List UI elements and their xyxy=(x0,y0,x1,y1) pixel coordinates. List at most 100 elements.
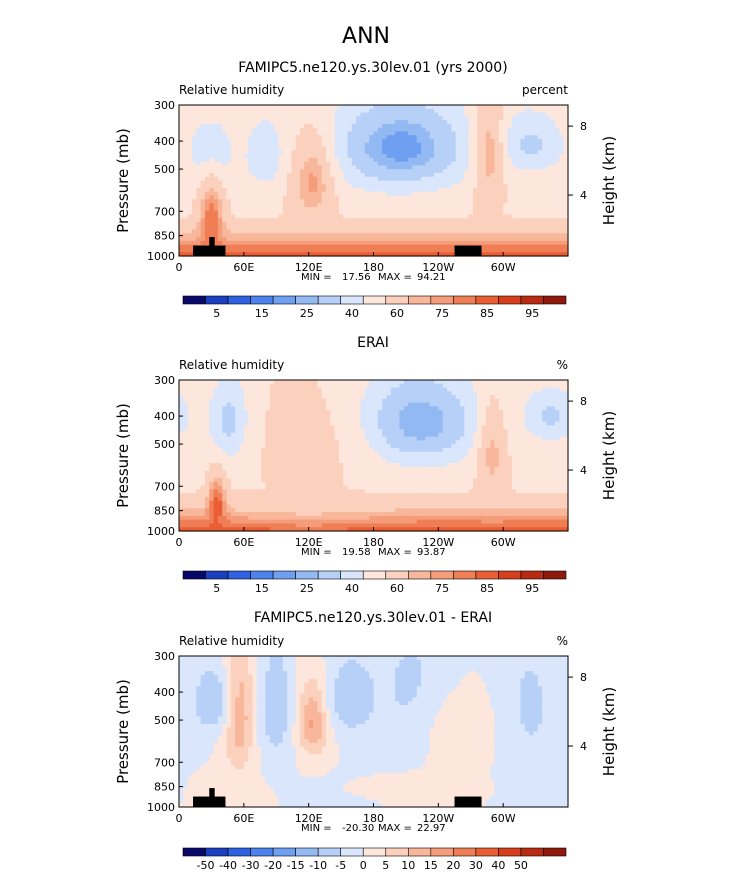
contour-cell xyxy=(226,135,232,140)
contour-cell xyxy=(386,387,392,392)
contour-cell xyxy=(559,417,565,423)
contour-cell xyxy=(287,402,292,408)
contour-cell xyxy=(399,429,405,434)
contour-cell xyxy=(300,391,305,396)
contour-cell xyxy=(187,199,193,204)
contour-cell xyxy=(485,180,491,185)
contour-cell xyxy=(252,112,258,117)
contour-cell xyxy=(494,387,500,392)
contour-cell xyxy=(369,127,375,133)
contour-cell xyxy=(477,214,483,219)
contour-cell xyxy=(408,425,413,430)
contour-cell xyxy=(511,112,517,117)
contour-cell xyxy=(334,240,340,246)
contour-cell xyxy=(239,380,245,385)
contour-cell xyxy=(274,222,280,227)
contour-cell xyxy=(213,206,219,212)
contour-cell xyxy=(550,184,556,189)
contour-cell xyxy=(209,391,215,396)
contour-cell xyxy=(442,218,448,223)
contour-cell xyxy=(390,417,396,423)
contour-cell xyxy=(304,387,310,392)
contour-cell xyxy=(343,429,349,434)
contour-cell xyxy=(196,131,202,136)
contour-cell xyxy=(304,120,310,125)
contour-cell xyxy=(252,127,258,133)
contour-cell xyxy=(468,108,474,114)
contour-cell xyxy=(351,233,357,238)
contour-cell xyxy=(291,229,297,234)
contour-cell xyxy=(248,165,254,170)
contour-cell xyxy=(438,225,444,231)
contour-cell xyxy=(278,248,284,253)
contour-cell xyxy=(446,398,452,404)
contour-cell xyxy=(187,157,193,163)
contour-cell xyxy=(217,206,223,212)
contour-cell xyxy=(550,233,556,238)
contour-cell xyxy=(386,105,392,110)
contour-cell xyxy=(390,142,396,148)
contour-cell xyxy=(265,180,271,185)
contour-cell xyxy=(360,161,366,167)
contour-cell xyxy=(451,248,457,253)
contour-cell xyxy=(243,395,249,400)
contour-cell xyxy=(213,138,219,144)
contour-cell xyxy=(217,237,223,242)
contour-cell xyxy=(395,169,401,174)
contour-cell xyxy=(464,120,470,125)
contour-cell xyxy=(459,161,465,167)
contour-cell xyxy=(438,172,444,178)
contour-cell xyxy=(204,432,210,438)
contour-cell xyxy=(287,210,292,216)
contour-cell xyxy=(213,395,219,400)
contour-cell xyxy=(395,188,401,193)
contour-cell xyxy=(550,410,556,415)
contour-cell xyxy=(507,206,513,212)
contour-cell xyxy=(183,410,189,415)
contour-cell xyxy=(533,112,539,117)
contour-cell xyxy=(278,233,284,238)
contour-cell xyxy=(282,127,288,133)
contour-cell xyxy=(321,248,327,253)
contour-cell xyxy=(533,229,539,234)
contour-cell xyxy=(520,105,526,110)
contour-cell xyxy=(425,402,431,408)
contour-cell xyxy=(308,131,314,136)
y-tick-label: 700 xyxy=(154,205,175,218)
contour-cell xyxy=(248,120,254,125)
contour-cell xyxy=(256,203,262,208)
contour-cell xyxy=(200,135,206,140)
contour-cell xyxy=(209,157,215,163)
contour-cell xyxy=(287,165,292,170)
contour-cell xyxy=(494,120,500,125)
contour-cell xyxy=(524,248,530,253)
contour-cell xyxy=(472,135,478,140)
contour-cell xyxy=(282,421,288,426)
contour-cell xyxy=(408,244,413,250)
contour-cell xyxy=(187,138,193,144)
contour-field xyxy=(179,105,569,257)
contour-cell xyxy=(537,188,543,193)
contour-cell xyxy=(256,120,262,125)
contour-cell xyxy=(416,252,422,257)
contour-cell xyxy=(209,127,215,133)
contour-cell xyxy=(481,421,487,426)
contour-cell xyxy=(213,387,219,392)
contour-cell xyxy=(261,172,267,178)
contour-cell xyxy=(429,195,435,200)
contour-cell xyxy=(550,218,556,223)
contour-cell xyxy=(412,120,418,125)
contour-cell xyxy=(287,248,292,253)
contour-cell xyxy=(369,146,375,151)
contour-cell xyxy=(239,429,245,434)
contour-cell xyxy=(291,169,297,174)
contour-cell xyxy=(434,240,439,246)
contour-cell xyxy=(226,410,232,415)
contour-cell xyxy=(459,203,465,208)
contour-cell xyxy=(386,380,392,385)
contour-cell xyxy=(209,425,215,430)
contour-cell xyxy=(204,146,210,151)
contour-cell xyxy=(308,203,314,208)
contour-cell xyxy=(520,410,526,415)
contour-cell xyxy=(308,157,314,163)
